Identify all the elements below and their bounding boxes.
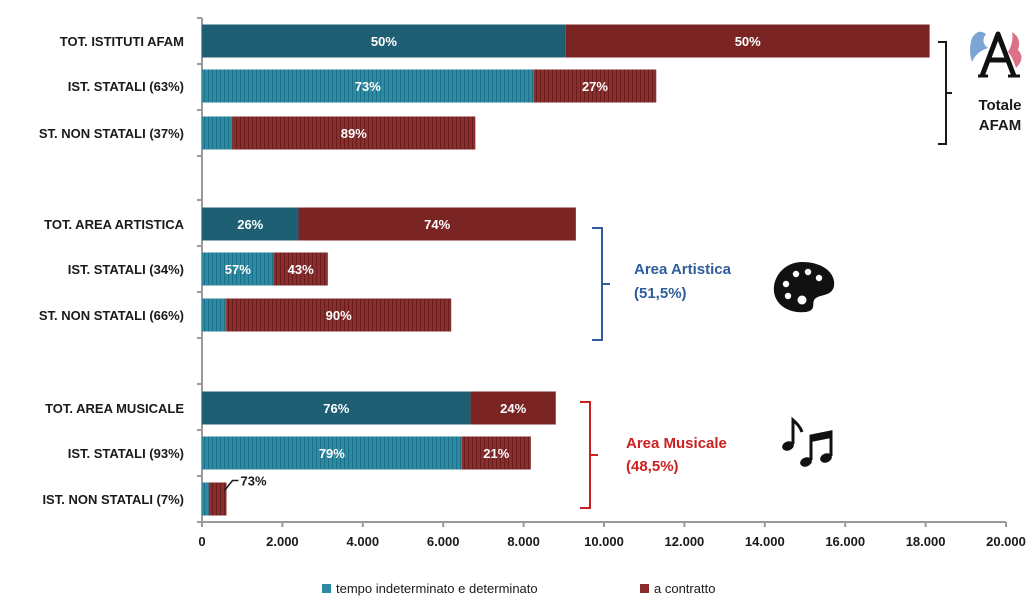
bar-segment-indeterminato <box>202 207 299 241</box>
x-tick-label: 14.000 <box>745 534 785 549</box>
group-area-artistica: Area Artistica (51,5%) <box>592 227 835 341</box>
data-label: 50% <box>371 34 397 49</box>
bar-segment-indeterminato <box>202 436 462 470</box>
data-label: 76% <box>323 401 349 416</box>
category-label: ST. NON STATALI (66%) <box>39 308 184 323</box>
group-label-musicale-line2: (48,5%) <box>626 458 679 475</box>
data-label: 74% <box>424 217 450 232</box>
bar-segment-contratto <box>226 298 452 332</box>
bar-segment-contratto <box>470 391 556 425</box>
x-tick-label: 8.000 <box>507 534 540 549</box>
data-label: 50% <box>735 34 761 49</box>
legend-swatch-series-1 <box>640 584 649 593</box>
bar-segment-contratto <box>273 252 328 286</box>
x-tick-label: 10.000 <box>584 534 624 549</box>
data-label: 89% <box>341 126 367 141</box>
data-label: 73% <box>241 474 267 489</box>
data-label: 27% <box>582 79 608 94</box>
legend-label-series-0: tempo indeterminato e determinato <box>336 581 538 596</box>
palette-icon <box>773 262 835 313</box>
category-label: ST. NON STATALI (37%) <box>39 126 184 141</box>
data-label: 26% <box>237 217 263 232</box>
bracket-totale-afam <box>938 41 952 145</box>
category-label: TOT. AREA MUSICALE <box>45 401 184 416</box>
group-label-musicale-line1: Area Musicale <box>626 435 727 452</box>
bar-segment-contratto <box>461 436 531 470</box>
group-totale-afam: Totale AFAM <box>938 31 1022 145</box>
data-label: 24% <box>500 401 526 416</box>
bar-segment-indeterminato <box>202 391 471 425</box>
group-area-musicale: Area Musicale (48,5%) <box>580 401 833 509</box>
bar-segment-contratto <box>208 482 227 516</box>
legend-label-series-1: a contratto <box>654 581 715 596</box>
category-label: IST. STATALI (93%) <box>68 446 184 461</box>
x-tick-label: 0 <box>198 534 205 549</box>
group-label-totale-line1: Totale <box>978 97 1021 114</box>
category-label: IST. STATALI (63%) <box>68 79 184 94</box>
data-label-leader <box>223 479 239 491</box>
x-tick-label: 4.000 <box>347 534 380 549</box>
data-label: 57% <box>225 262 251 277</box>
labels-layer: TOT. ISTITUTI AFAM 50% 50% IST. STATALI (63… <box>39 34 761 507</box>
x-tick-label: 12.000 <box>665 534 705 549</box>
bar-segment-indeterminato <box>202 252 274 286</box>
bar-segment-indeterminato <box>202 24 566 58</box>
bar-segment-contratto <box>298 207 576 241</box>
group-label-artistica-line2: (51,5%) <box>634 285 687 302</box>
axis-layer: 0 2.000 4.000 6.000 8.000 10.000 12.000 14.000 1… <box>197 17 1026 549</box>
data-label: 21% <box>483 446 509 461</box>
bar-segment-contratto <box>232 116 476 150</box>
data-label: 73% <box>355 79 381 94</box>
legend: tempo indeterminato e determinato a cont… <box>322 581 715 596</box>
bar-segment-contratto <box>565 24 930 58</box>
x-tick-label: 6.000 <box>427 534 460 549</box>
category-label: TOT. AREA ARTISTICA <box>44 217 184 232</box>
bracket-area-artistica <box>592 227 610 341</box>
category-label: IST. NON STATALI (7%) <box>42 492 184 507</box>
bar-segment-indeterminato <box>202 482 209 516</box>
music-notes-icon <box>782 416 833 467</box>
x-tick-label: 16.000 <box>825 534 865 549</box>
x-tick-label: 2.000 <box>266 534 299 549</box>
bar-segment-indeterminato <box>202 116 233 150</box>
category-label: IST. STATALI (34%) <box>68 262 184 277</box>
category-label: TOT. ISTITUTI AFAM <box>60 34 184 49</box>
data-label: 43% <box>288 262 314 277</box>
bar-segment-indeterminato <box>202 298 227 332</box>
group-label-artistica-line1: Area Artistica <box>634 261 732 278</box>
legend-swatch-series-0 <box>322 584 331 593</box>
bracket-area-musicale <box>580 401 598 509</box>
group-label-totale-line2: AFAM <box>979 117 1022 134</box>
bar-segment-contratto <box>533 69 657 103</box>
afam-logo-icon <box>970 31 1022 78</box>
bars-layer <box>202 24 930 516</box>
x-tick-label: 20.000 <box>986 534 1026 549</box>
bar-segment-indeterminato <box>202 69 534 103</box>
data-label: 90% <box>326 308 352 323</box>
data-label: 79% <box>319 446 345 461</box>
x-tick-label: 18.000 <box>906 534 946 549</box>
